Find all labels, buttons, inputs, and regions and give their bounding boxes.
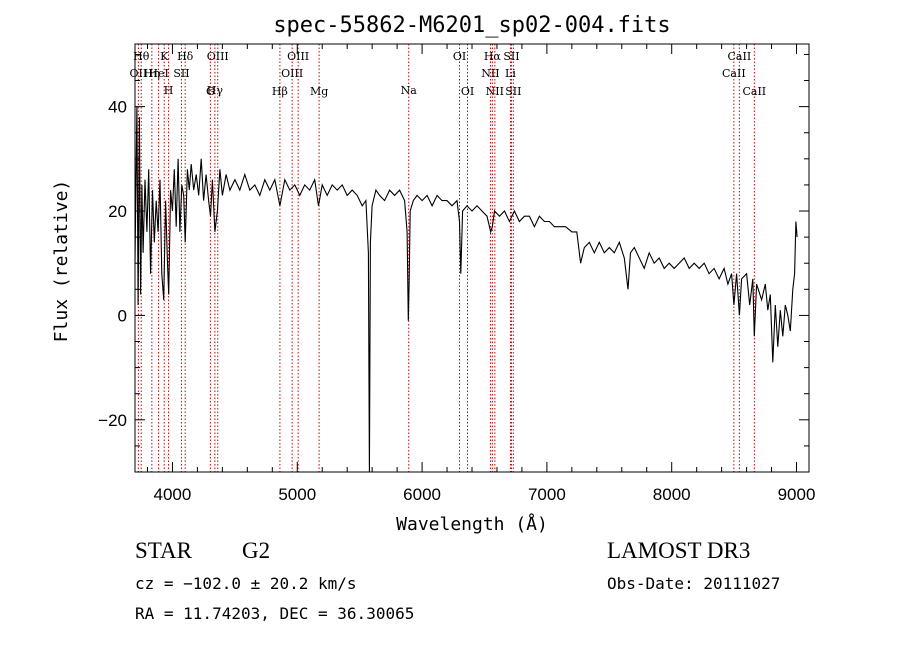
line-label-16: OI [453, 50, 466, 63]
x-axis-label: Wavelength (Å) [396, 513, 548, 535]
line-label-5: H [164, 84, 174, 97]
y-tick-label-1: 0 [118, 306, 127, 325]
survey-name: LAMOST DR3 [607, 538, 751, 563]
line-label-4: K [160, 50, 169, 63]
chart-title: spec-55862-M6201_sp02-004.fits [273, 13, 670, 38]
sky-coordinates: RA = 11.74203, DEC = 36.30065 [135, 604, 415, 623]
x-tick-label-5: 9000 [778, 485, 816, 504]
spectral-line-markers [137, 44, 755, 472]
y-axis-label: Flux (relative) [51, 180, 72, 343]
line-label-25: CaII [728, 50, 752, 63]
x-tick-label-4: 8000 [653, 485, 691, 504]
line-label-9: Hγ [207, 84, 224, 97]
line-label-2: Hη [144, 67, 160, 80]
line-label-20: NII [486, 85, 504, 98]
y-tick-labels: −20 0 20 40 [98, 98, 127, 430]
x-tick-label-1: 5000 [278, 485, 316, 504]
observation-date: Obs-Date: 20111027 [607, 574, 781, 593]
line-label-19: Hα [484, 50, 502, 63]
line-label-17: OI [461, 85, 474, 98]
line-label-18: NII [481, 67, 499, 80]
x-tick-label-3: 7000 [528, 485, 566, 504]
line-label-24: CaII [722, 67, 746, 80]
line-label-10: OIII [207, 50, 229, 63]
redshift-velocity: cz = −102.0 ± 20.2 km/s [135, 574, 357, 593]
line-label-12: OIII [281, 67, 303, 80]
line-label-3: HeI [148, 67, 168, 80]
x-tick-label-0: 4000 [154, 485, 192, 504]
line-label-6: SII [173, 67, 189, 80]
line-label-13: OIII [287, 50, 309, 63]
line-label-23: SII [505, 85, 521, 98]
line-label-7: Hδ [177, 50, 194, 63]
line-label-22: Li [505, 67, 516, 80]
object-class: STAR [135, 538, 192, 563]
line-label-14: Mg [310, 85, 328, 98]
x-tick-label-2: 6000 [403, 485, 441, 504]
line-label-15: Na [401, 84, 418, 97]
y-tick-label-3: 40 [108, 98, 127, 117]
line-label-1: Hθ [133, 50, 150, 63]
x-tick-labels: 4000 5000 6000 7000 8000 9000 [154, 485, 816, 504]
line-label-8: G [206, 85, 215, 98]
plot-frame [134, 43, 810, 473]
object-subclass: G2 [242, 538, 271, 563]
line-label-26: CaII [742, 85, 766, 98]
axis-ticks [135, 44, 809, 473]
spectrum-trace [134, 106, 798, 473]
line-label-11: Hβ [272, 85, 288, 98]
line-label-0: OII [130, 67, 148, 80]
y-tick-label-0: −20 [98, 411, 127, 430]
line-label-21: SII [503, 50, 519, 63]
y-tick-label-2: 20 [108, 202, 127, 221]
